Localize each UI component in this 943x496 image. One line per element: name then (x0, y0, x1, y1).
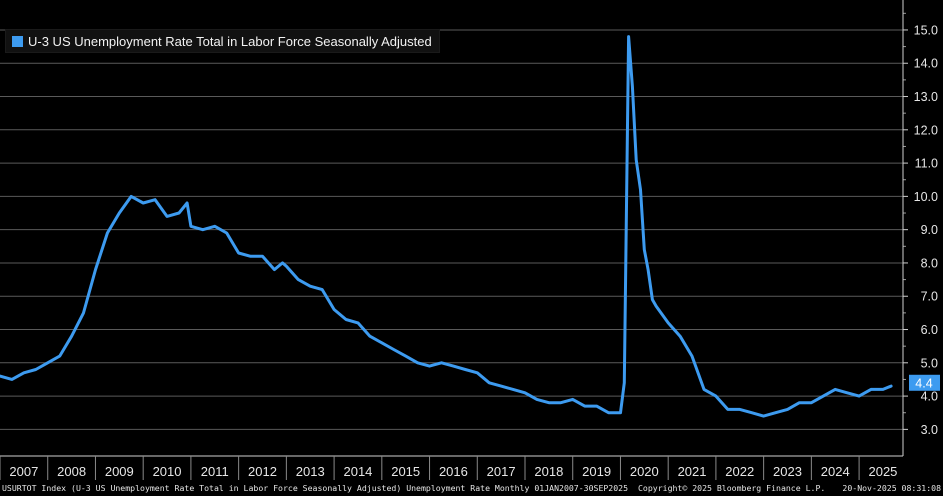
y-tick-label: 15.0 (914, 23, 938, 37)
x-tick-label: 2019 (582, 464, 611, 479)
y-tick-label: 9.0 (921, 223, 938, 237)
y-tick-label: 8.0 (921, 256, 938, 270)
x-axis-tick-labels: 2007 2008 2009 2010 2011 2012 2013 2014 2015 2016… (9, 464, 897, 479)
x-tick-label: 2011 (201, 464, 229, 479)
y-tick-label: 3.0 (921, 423, 938, 437)
y-tick-label: 4.0 (921, 390, 938, 404)
x-tick-label: 2021 (678, 464, 707, 479)
y-tick-label: 7.0 (921, 290, 938, 304)
series-line (0, 35, 893, 418)
axes (0, 0, 908, 480)
y-tick-label: 12.0 (914, 123, 938, 137)
x-tick-label: 2022 (725, 464, 754, 479)
last-value-marker: 4.4 (909, 374, 940, 391)
grid-lines (0, 29, 903, 430)
x-tick-label: 2013 (296, 464, 325, 479)
y-axis-tick-labels: 3.0 4.0 5.0 6.0 7.0 8.0 9.0 10.0 11.0 12.0 13.0 14.… (914, 23, 938, 436)
x-tick-label: 2008 (57, 464, 86, 479)
x-tick-label: 2024 (821, 464, 850, 479)
x-tick-label: 2015 (391, 464, 420, 479)
y-tick-label: 6.0 (921, 323, 938, 337)
y-tick-label: 13.0 (914, 90, 938, 104)
y-tick-label: 11.0 (915, 157, 938, 171)
series-group (0, 35, 893, 418)
x-tick-label: 2012 (248, 464, 277, 479)
x-tick-label: 2010 (153, 464, 182, 479)
legend-label: U-3 US Unemployment Rate Total in Labor … (28, 33, 432, 49)
x-tick-label: 2007 (9, 464, 38, 479)
legend-swatch (12, 35, 23, 47)
chart-legend: U-3 US Unemployment Rate Total in Labor … (5, 29, 440, 53)
footer-source: USURTOT Index (U-3 US Unemployment Rate … (2, 483, 629, 493)
x-tick-label: 2017 (487, 464, 516, 479)
y-tick-label: 10.0 (914, 190, 938, 204)
y-tick-label: 5.0 (921, 356, 938, 370)
x-tick-label: 2023 (773, 464, 802, 479)
y-tick-label: 14.0 (914, 57, 938, 71)
last-value-box (909, 374, 940, 391)
x-tick-label: 2009 (105, 464, 134, 479)
footer-copyright: Copyright© 2025 Bloomberg Finance L.P. (638, 483, 826, 493)
x-tick-label: 2016 (439, 464, 468, 479)
x-tick-label: 2018 (534, 464, 563, 479)
footer-timestamp: 20-Nov-2025 08:31:08 (842, 483, 941, 493)
x-tick-label: 2020 (630, 464, 659, 479)
chart-footer: USURTOT Index (U-3 US Unemployment Rate … (0, 481, 943, 496)
last-value-label: 4.4 (915, 376, 932, 390)
x-tick-label: 2025 (868, 464, 897, 479)
x-tick-label: 2014 (343, 464, 372, 479)
